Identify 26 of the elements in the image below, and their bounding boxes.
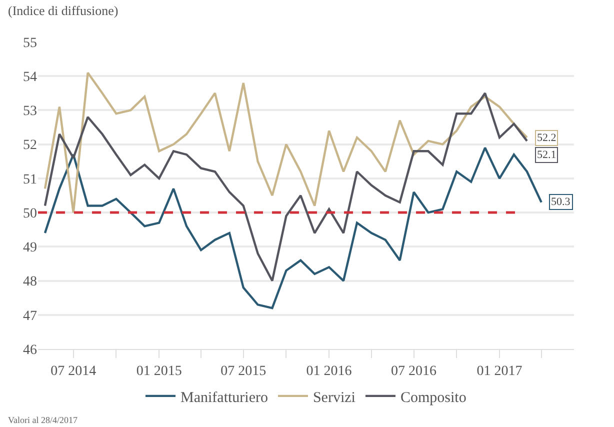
y-tick-label: 53 bbox=[23, 104, 37, 120]
x-tick-label: 01 2015 bbox=[136, 364, 182, 379]
x-tick-label: 01 2017 bbox=[476, 364, 522, 379]
x-tick-label: 07 2016 bbox=[391, 364, 437, 379]
y-tick-label: 47 bbox=[23, 308, 37, 324]
legend-label: Servizi bbox=[312, 390, 356, 406]
x-tick-label: 07 2014 bbox=[50, 364, 96, 379]
x-tick-label: 07 2015 bbox=[220, 364, 266, 379]
line-series bbox=[44, 72, 528, 214]
y-tick-label: 49 bbox=[23, 240, 37, 256]
data-label: 52.1 bbox=[537, 149, 556, 161]
y-tick-label: 54 bbox=[23, 70, 37, 86]
y-axis-title: (Indice di diffusione) bbox=[8, 3, 118, 18]
y-tick-label: 46 bbox=[23, 342, 37, 358]
legend-label: Manifatturiero bbox=[180, 390, 268, 406]
x-tick-label: 01 2016 bbox=[306, 364, 352, 379]
y-tick-label: 50 bbox=[23, 206, 37, 222]
y-tick-label: 52 bbox=[23, 138, 37, 154]
legend-label: Composito bbox=[400, 390, 466, 406]
y-tick-label: 55 bbox=[23, 36, 37, 51]
y-tick-label: 51 bbox=[23, 172, 37, 188]
text: Valori al 28/4/2017 bbox=[8, 415, 78, 425]
line-series bbox=[44, 92, 528, 282]
data-label: 52.2 bbox=[537, 132, 556, 144]
y-tick-label: 48 bbox=[23, 274, 37, 290]
data-label: 50.3 bbox=[551, 196, 571, 208]
